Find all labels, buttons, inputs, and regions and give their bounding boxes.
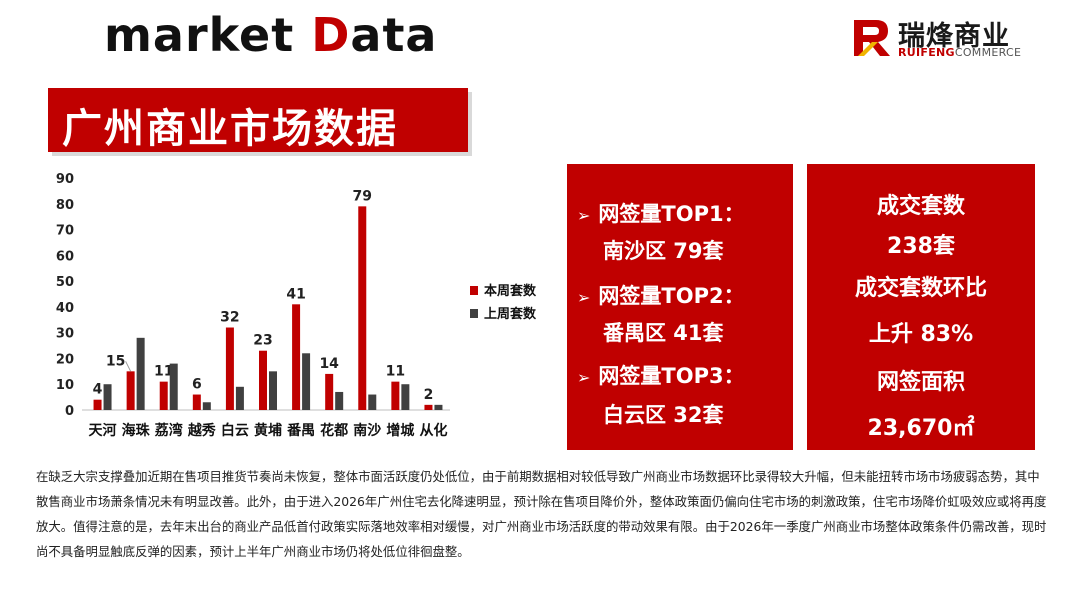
district-bar-chart: 0 10 20 30 40 50 60 70 80 90 天河 4 海珠 15 荔湾 11 越秀 6 白云 32 黄埔 2… [40,160,560,450]
data-label: 4 [93,382,103,398]
logo-en-strong: RUIFENG [898,46,955,59]
title-accent-letter: D [311,8,351,62]
data-label: 23 [253,333,272,349]
legend-swatch [470,309,478,318]
data-label: 15 [106,353,125,369]
data-label: 2 [424,387,434,403]
area-label: 网签面积 [876,370,965,395]
logo-en-rest: COMMERCE [954,46,1022,59]
legend-label: 上周套数 [484,306,537,322]
ratio-label: 成交套数环比 [854,276,987,301]
deals-value: 238套 [887,234,955,259]
bar-last-week [269,371,277,410]
bar-last-week [202,402,211,410]
bar-this-week [159,381,168,410]
bar-this-week [358,206,367,410]
bar-this-week [259,350,267,410]
y-tick-label: 10 [56,378,74,393]
data-label: 14 [319,356,339,372]
data-label-leader [125,361,132,372]
legend-swatch [470,286,478,295]
chevron-right-icon: ➢ [577,206,591,225]
bar-this-week [424,404,433,410]
ranking-label-1-text: 网签量TOP1： [598,202,745,226]
page-title: market Data [104,8,437,62]
company-logo: 瑞烽商业 RUIFENGCOMMERCE [852,14,1032,60]
data-label: 11 [154,364,173,380]
market-commentary: 在缺乏大宗支撑叠加近期在售项目推货节奏尚未恢复，整体市面活跃度仍处低位，由于前期… [36,469,1047,559]
bar-last-week [103,384,112,410]
bar-this-week [93,399,102,410]
ranking-value-2: 番禺区 41套 [603,321,724,345]
x-tick-label: 从化 [419,422,447,439]
bar-last-week [136,337,145,410]
y-tick-label: 20 [56,352,74,367]
x-tick-label: 增城 [386,422,414,439]
bar-last-week [235,386,244,410]
ranking-label-1: ➢ 网签量TOP1： [577,198,745,228]
logo-english-name: RUIFENGCOMMERCE [898,46,1021,59]
deals-label: 成交套数 [876,194,965,219]
x-tick-label: 白云 [221,422,249,439]
title-prefix: market [104,8,312,62]
bar-this-week [192,394,201,410]
bar-this-week [325,373,334,410]
x-tick-label: 番禺 [286,422,315,439]
ranking-value-1: 南沙区 79套 [603,239,724,263]
area-value: 23,670㎡ [867,416,975,441]
bar-last-week [368,394,377,410]
bar-last-week [169,363,178,410]
ranking-label-3-text: 网签量TOP3： [598,364,745,388]
y-tick-label: 30 [56,327,74,342]
data-label: 32 [220,310,239,326]
bar-last-week [302,353,311,410]
rankings-panel: ➢ 网签量TOP1： 南沙区 79套 ➢ 网签量TOP2： 番禺区 41套 ➢ 网签量… [567,164,793,450]
x-tick-label: 荔湾 [154,422,183,439]
y-tick-label: 70 [56,224,74,239]
y-tick-label: 80 [56,198,74,213]
y-tick-label: 50 [56,275,74,290]
x-tick-label: 南沙 [353,422,381,439]
bar-last-week [434,404,443,410]
ratio-value: 上升 83% [868,322,974,347]
data-label: 6 [192,377,202,393]
ranking-label-2-text: 网签量TOP2： [598,284,745,308]
section-banner: 广州商业市场数据 [48,88,468,152]
y-tick-label: 40 [56,301,74,316]
x-tick-label: 海珠 [122,422,151,439]
bar-last-week [335,391,344,410]
chevron-right-icon: ➢ [577,288,591,307]
data-label: 11 [386,364,405,380]
legend-label: 本周套数 [484,283,537,299]
title-suffix: ata [350,8,438,62]
logo-mark-icon [854,20,890,56]
ranking-value-3: 白云区 32套 [603,403,724,427]
y-tick-label: 60 [56,249,74,264]
bar-this-week [391,381,400,410]
x-tick-label: 越秀 [187,422,217,439]
bar-this-week [292,304,301,410]
x-tick-label: 天河 [89,422,117,439]
data-label: 79 [353,188,372,204]
ranking-label-2: ➢ 网签量TOP2： [577,280,745,310]
y-tick-label: 90 [56,172,74,187]
stats-panel: 成交套数 238套 成交套数环比 上升 83% 网签面积 23,670㎡ [807,164,1035,450]
bar-last-week [401,384,410,410]
data-label: 41 [286,286,305,302]
ranking-label-3: ➢ 网签量TOP3： [577,360,745,390]
bar-this-week [126,371,135,410]
chevron-right-icon: ➢ [577,368,591,387]
x-tick-label: 黄埔 [254,422,282,439]
chart-canvas: 0 10 20 30 40 50 60 70 80 90 天河 4 海珠 15 荔湾 11 越秀 6 白云 32 黄埔 2… [56,172,537,439]
logo-chinese-name: 瑞烽商业 [898,21,1010,52]
bar-this-week [225,327,234,410]
y-tick-label: 0 [65,404,74,419]
banner-title: 广州商业市场数据 [62,106,398,152]
x-tick-label: 花都 [320,422,348,439]
